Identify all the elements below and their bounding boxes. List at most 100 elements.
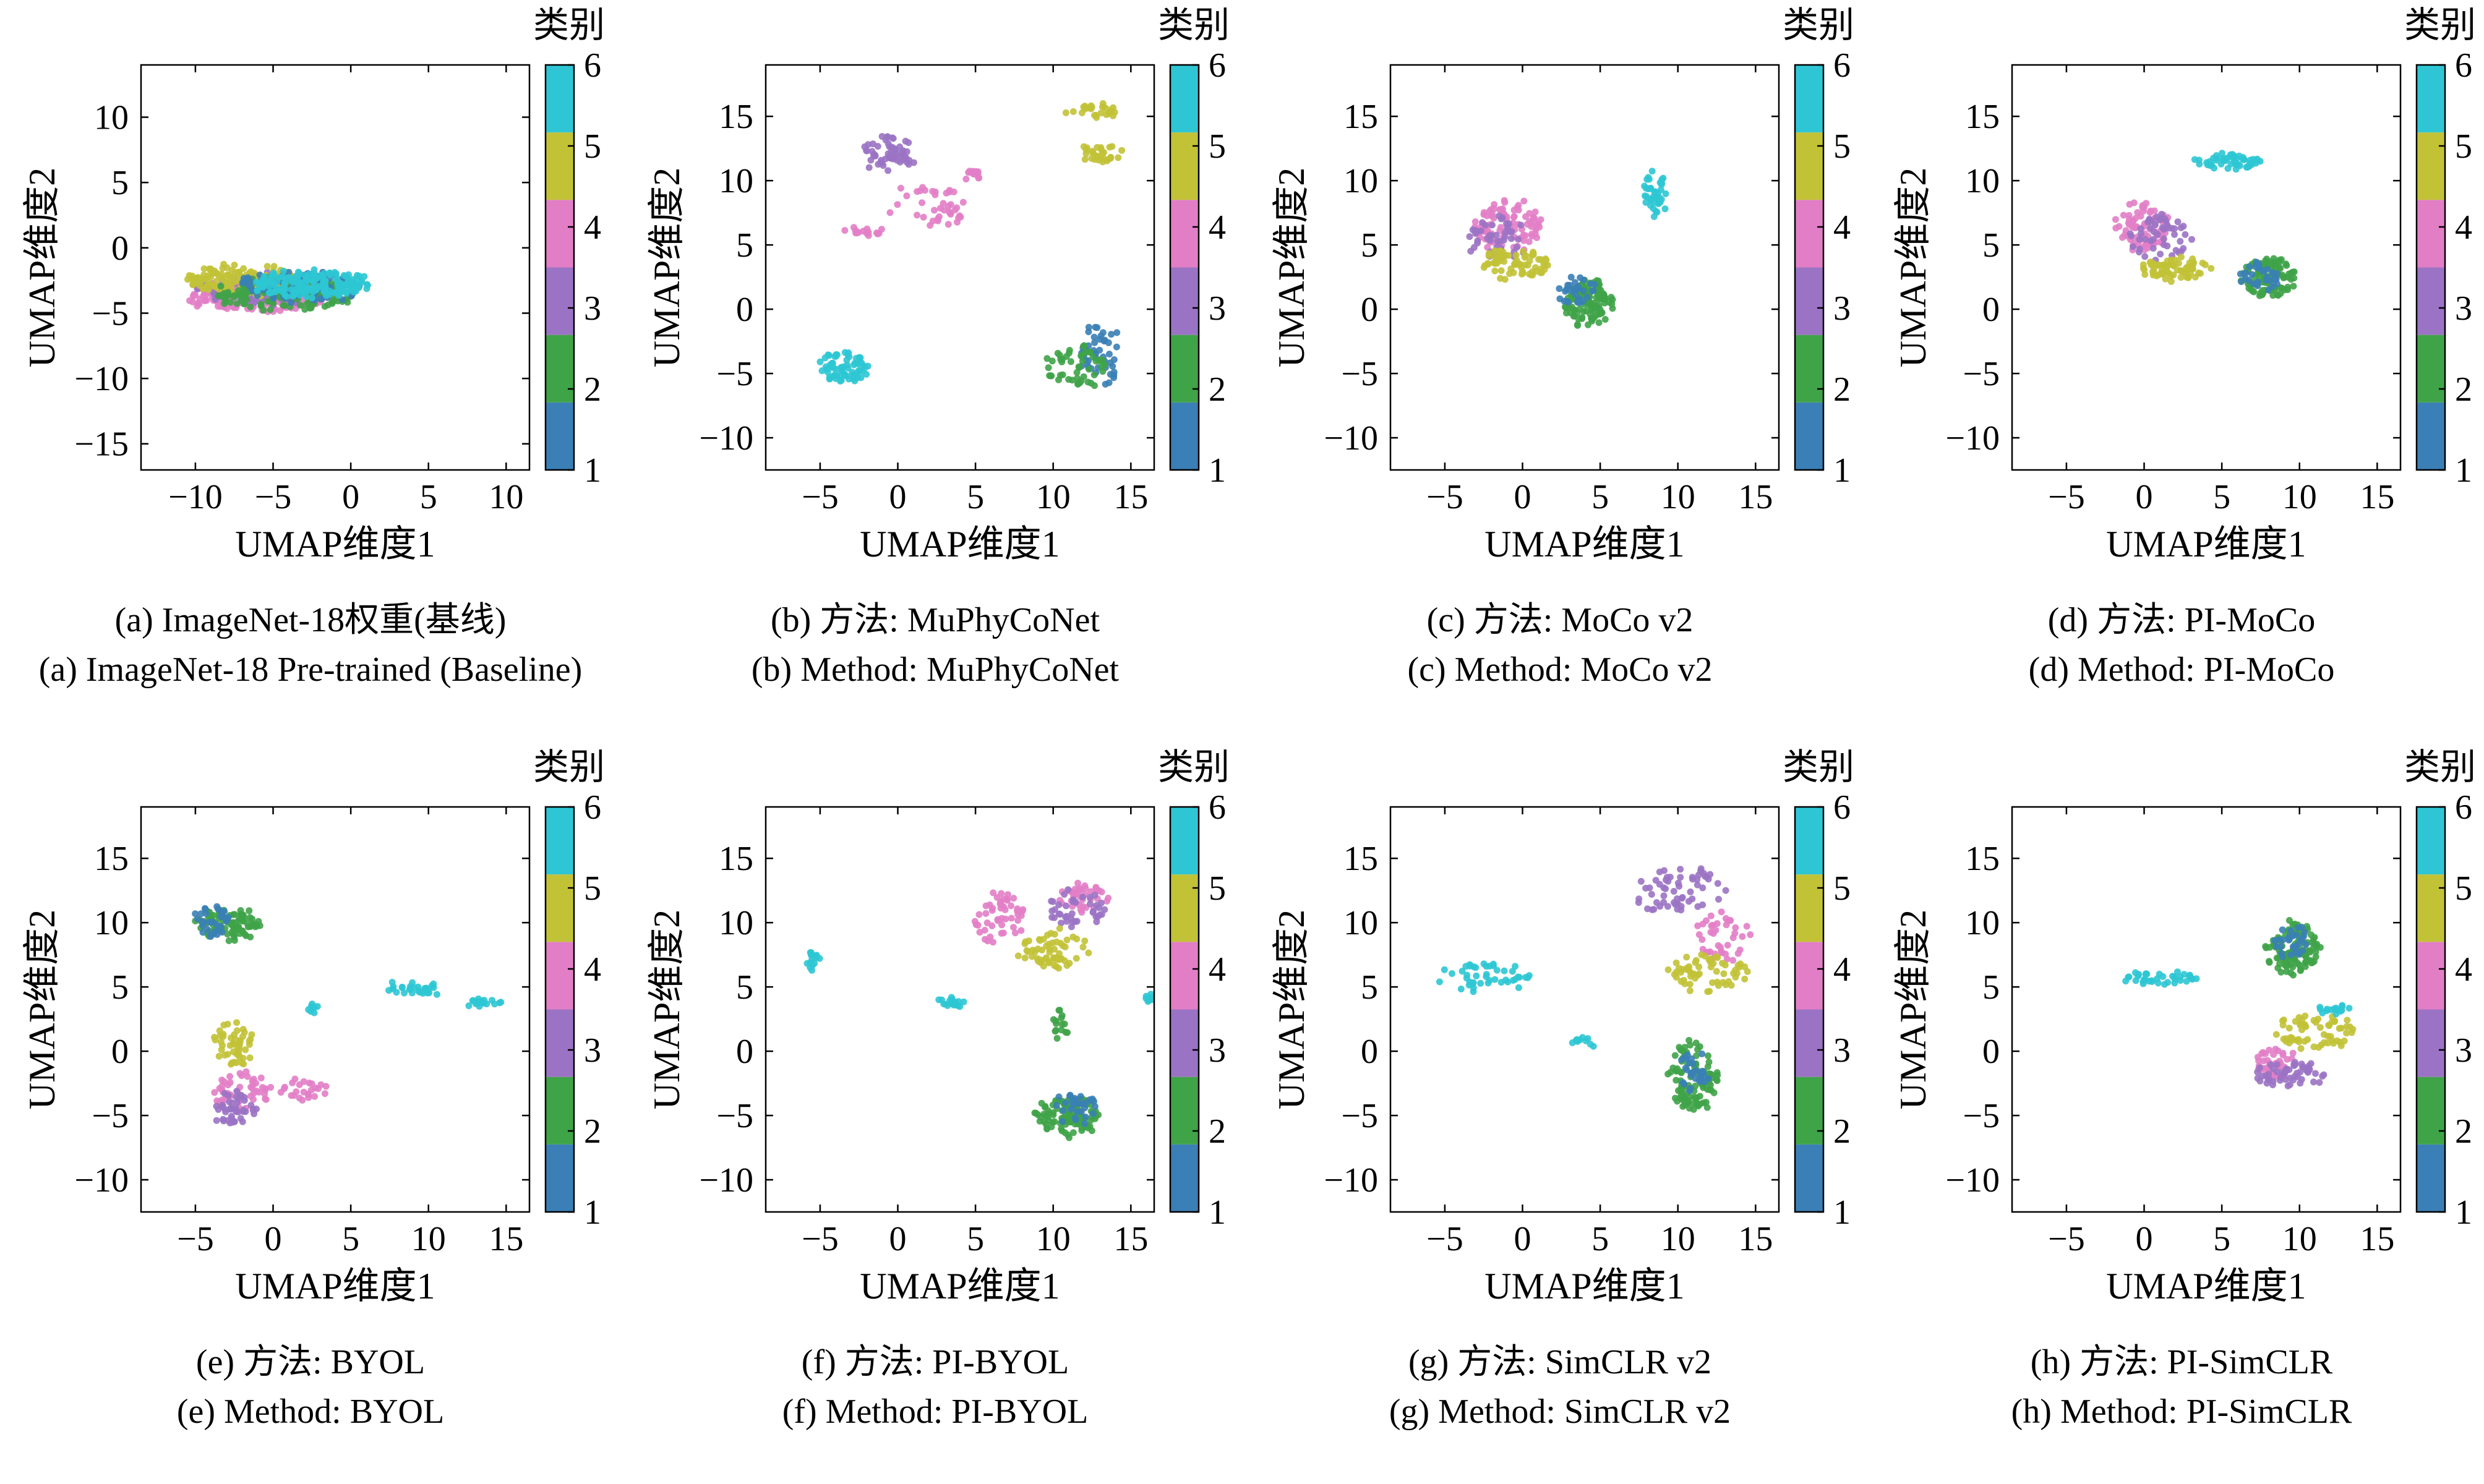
point-class-5 bbox=[1081, 156, 1089, 163]
point-class-6 bbox=[331, 289, 338, 296]
y-tick-label: 10 bbox=[1965, 904, 2000, 942]
point-class-2 bbox=[231, 937, 238, 944]
point-class-5 bbox=[2343, 1023, 2350, 1030]
point-class-1 bbox=[194, 915, 201, 923]
point-class-5 bbox=[1512, 258, 1520, 266]
point-class-4 bbox=[841, 227, 849, 234]
point-class-4 bbox=[257, 1074, 265, 1081]
point-class-3 bbox=[1489, 221, 1496, 229]
point-class-1 bbox=[1591, 281, 1598, 288]
point-class-2 bbox=[2312, 953, 2319, 960]
point-class-3 bbox=[219, 1101, 226, 1109]
point-class-4 bbox=[300, 1078, 307, 1085]
point-class-6 bbox=[1651, 189, 1658, 196]
x-tick-label: 10 bbox=[2282, 478, 2317, 516]
x-tick-label: 5 bbox=[342, 1220, 359, 1258]
panel-a: −10 −5 0 5 10 −15 −10 −5 0 5 10 UMAP维度1 UMAP维度2 1 2 3 4 5… bbox=[0, 0, 621, 742]
point-class-1 bbox=[317, 295, 324, 302]
point-class-1 bbox=[1090, 333, 1098, 341]
x-tick-label: 5 bbox=[967, 1220, 984, 1258]
point-class-2 bbox=[2266, 958, 2272, 965]
colorbar-tick-label: 5 bbox=[1833, 127, 1851, 166]
point-class-2 bbox=[2276, 960, 2284, 968]
point-class-3 bbox=[1098, 911, 1105, 918]
colorbar-segment-2 bbox=[1170, 335, 1199, 403]
point-class-5 bbox=[1521, 254, 1528, 261]
point-class-4 bbox=[1471, 218, 1479, 226]
point-class-2 bbox=[1679, 1102, 1687, 1110]
point-class-4 bbox=[213, 1097, 221, 1104]
y-axis-label: UMAP维度2 bbox=[1271, 910, 1312, 1109]
point-class-3 bbox=[2135, 249, 2143, 256]
point-class-3 bbox=[1068, 915, 1075, 922]
point-class-6 bbox=[1525, 972, 1533, 979]
point-class-2 bbox=[280, 302, 287, 309]
point-class-5 bbox=[1045, 940, 1053, 948]
point-class-3 bbox=[886, 143, 893, 150]
point-class-5 bbox=[199, 285, 207, 292]
point-class-4 bbox=[2115, 223, 2123, 230]
colorbar-tick-label: 6 bbox=[1209, 46, 1226, 85]
point-class-5 bbox=[2297, 1021, 2304, 1029]
point-class-5 bbox=[218, 1046, 225, 1054]
point-class-5 bbox=[2295, 1014, 2303, 1021]
point-class-3 bbox=[249, 1106, 257, 1114]
point-class-6 bbox=[1587, 1041, 1594, 1048]
point-class-6 bbox=[491, 1000, 499, 1008]
point-class-6 bbox=[270, 279, 277, 287]
colorbar-segment-1 bbox=[1795, 1144, 1823, 1212]
point-class-2 bbox=[1055, 376, 1062, 383]
point-class-2 bbox=[233, 300, 241, 307]
point-class-1 bbox=[2279, 926, 2286, 934]
point-class-4 bbox=[1698, 936, 1706, 943]
point-class-1 bbox=[2285, 936, 2293, 944]
x-tick-label: 15 bbox=[1113, 478, 1148, 516]
point-class-6 bbox=[308, 294, 315, 302]
point-class-3 bbox=[1722, 887, 1729, 894]
point-class-6 bbox=[1457, 986, 1465, 992]
point-class-5 bbox=[1115, 154, 1122, 161]
point-class-5 bbox=[2301, 1038, 2308, 1045]
point-class-6 bbox=[1493, 966, 1501, 974]
colorbar: 1 2 3 4 5 6类别 bbox=[1158, 746, 1230, 1232]
point-class-6 bbox=[1576, 1036, 1583, 1044]
point-class-5 bbox=[1725, 978, 1732, 985]
colorbar-tick-label: 1 bbox=[1833, 1193, 1851, 1232]
point-class-3 bbox=[882, 155, 889, 163]
point-class-5 bbox=[1118, 147, 1126, 154]
point-class-2 bbox=[2316, 944, 2324, 951]
point-class-1 bbox=[2279, 953, 2286, 960]
y-tick-label: 0 bbox=[111, 229, 129, 268]
point-class-2 bbox=[1595, 291, 1602, 298]
point-class-5 bbox=[1709, 979, 1716, 986]
colorbar-tick-label: 6 bbox=[1209, 788, 1226, 827]
point-class-6 bbox=[1470, 963, 1477, 970]
point-class-1 bbox=[2301, 929, 2308, 936]
point-class-5 bbox=[1495, 253, 1502, 260]
point-class-6 bbox=[2125, 973, 2133, 981]
caption-zh: (h) 方法: PI-SimCLR bbox=[2030, 1343, 2333, 1381]
point-class-6 bbox=[294, 271, 301, 279]
point-class-1 bbox=[223, 918, 230, 925]
point-class-6 bbox=[2171, 979, 2178, 987]
point-class-3 bbox=[1648, 890, 1655, 898]
point-class-6 bbox=[1655, 199, 1663, 207]
colorbar-tick-label: 2 bbox=[1209, 1112, 1226, 1151]
y-tick-label: −10 bbox=[74, 360, 129, 398]
point-class-4 bbox=[1497, 224, 1504, 231]
point-class-2 bbox=[225, 937, 233, 944]
point-class-4 bbox=[2260, 1057, 2268, 1065]
scatter-chart-b: −5 0 5 10 15 −10 −5 0 5 10 15 UMAP维度1 UMAP维度2 1 2 3 4 5 6类… bbox=[646, 4, 1230, 565]
y-tick-label: 10 bbox=[719, 904, 753, 942]
point-class-1 bbox=[1567, 273, 1575, 281]
point-class-3 bbox=[1677, 874, 1684, 881]
point-class-3 bbox=[2151, 221, 2159, 228]
point-class-4 bbox=[989, 905, 996, 912]
point-class-3 bbox=[1474, 239, 1481, 247]
point-class-3 bbox=[896, 158, 904, 166]
point-class-6 bbox=[2148, 978, 2156, 985]
point-class-3 bbox=[878, 133, 886, 140]
y-tick-label: 5 bbox=[1982, 226, 2000, 265]
point-class-5 bbox=[1062, 109, 1069, 116]
point-class-4 bbox=[312, 1084, 319, 1091]
